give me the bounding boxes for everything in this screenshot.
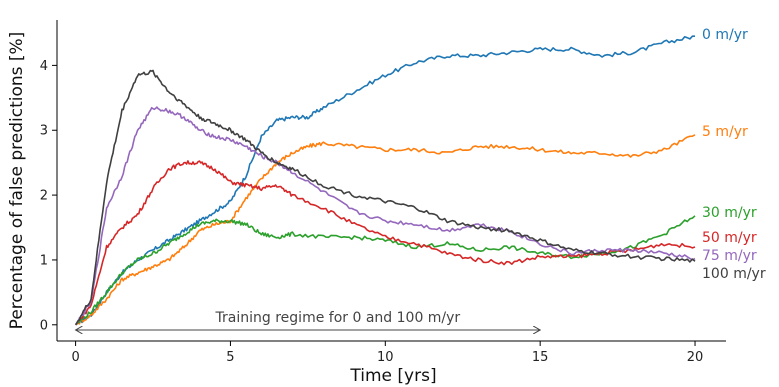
training-regime-label: Training regime for 0 and 100 m/yr bbox=[215, 310, 461, 326]
x-tick-label: 5 bbox=[226, 350, 234, 365]
x-tick-label: 15 bbox=[532, 350, 549, 365]
training-regime-annotation: Training regime for 0 and 100 m/yr bbox=[76, 310, 541, 330]
y-tick-label: 1 bbox=[40, 253, 48, 268]
series-label: 50 m/yr bbox=[702, 230, 757, 246]
axes: 0 5 10 15 20 0 1 2 3 4 bbox=[40, 20, 726, 365]
series-label: 5 m/yr bbox=[702, 124, 748, 140]
series-label: 30 m/yr bbox=[702, 205, 757, 221]
y-axis-title: Percentage of false predictions [%] bbox=[7, 32, 27, 330]
y-tick-label: 4 bbox=[40, 59, 48, 74]
y-tick-label: 2 bbox=[40, 189, 48, 204]
x-tick-label: 0 bbox=[71, 350, 79, 365]
x-tick-label: 20 bbox=[687, 350, 704, 365]
series-lines bbox=[74, 35, 696, 326]
series-label: 0 m/yr bbox=[702, 27, 748, 43]
series-labels: 0 m/yr 5 m/yr 30 m/yr 50 m/yr 75 m/yr 100 m/y… bbox=[702, 27, 766, 282]
series-line-75-m-yr bbox=[74, 106, 696, 326]
series-line-50-m-yr bbox=[74, 160, 696, 326]
series-line-100-m-yr bbox=[74, 69, 696, 326]
series-line-5-m-yr bbox=[75, 134, 696, 326]
y-tick-label: 0 bbox=[40, 318, 48, 333]
y-tick-label: 3 bbox=[40, 124, 48, 139]
x-axis-title: Time [yrs] bbox=[349, 366, 436, 386]
series-line-30-m-yr bbox=[75, 215, 696, 326]
x-tick-label: 10 bbox=[377, 350, 394, 365]
series-line-0-m-yr bbox=[75, 35, 695, 326]
series-label: 75 m/yr bbox=[702, 248, 757, 264]
series-label: 100 m/yr bbox=[702, 266, 766, 282]
